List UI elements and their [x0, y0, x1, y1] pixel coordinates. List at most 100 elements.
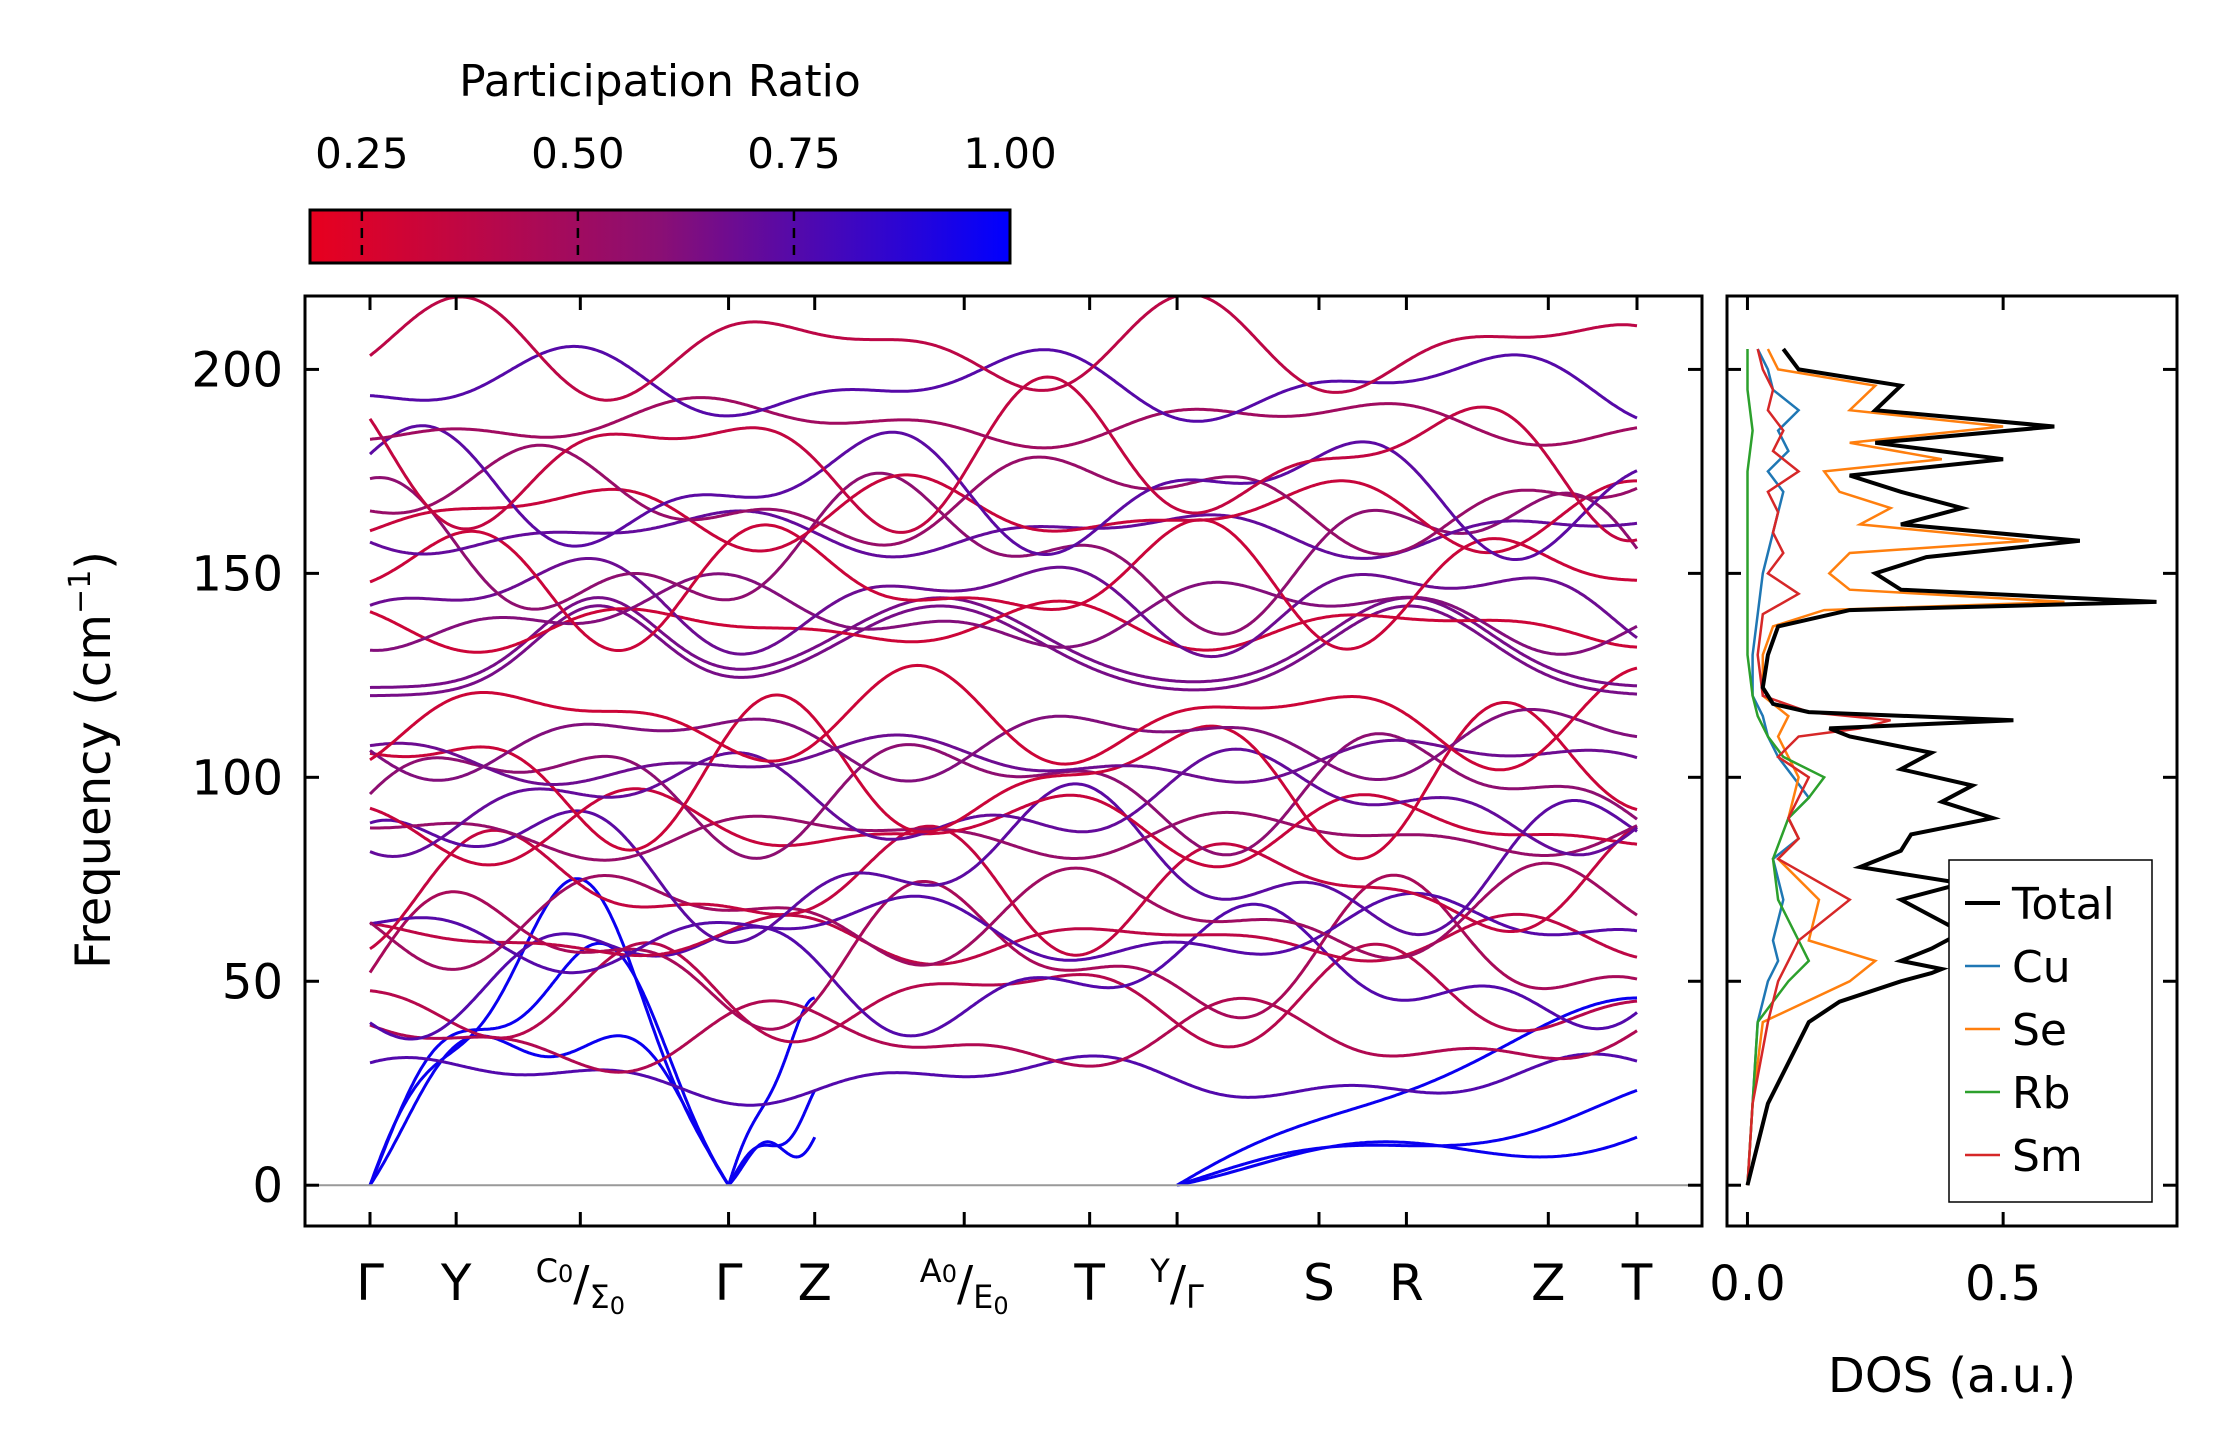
colorbar-tick-label-1: 0.50: [531, 129, 625, 178]
dos-line-sm: [1746, 348, 1891, 1186]
k-label-left-5: A: [920, 1252, 942, 1290]
dos-x-tick-label-0: 0.0: [1709, 1256, 1785, 1312]
dos-panel-frame: [1725, 294, 2179, 1228]
optical-branch-23: [369, 518, 1638, 652]
k-label-2: C0/Σ0: [536, 1252, 625, 1320]
optical-branch-3: [369, 902, 1638, 1041]
acoustic-branch-2-0: [368, 877, 730, 1186]
y-axis-label-main: Frequency (cm: [66, 614, 122, 969]
colorbar-tick-label-3: 1.00: [963, 129, 1057, 178]
dos-line-total: [1745, 347, 2157, 1186]
y-axis-label-superscript: −1: [63, 570, 98, 614]
optical-branch-25: [369, 509, 1638, 560]
k-label-8: S: [1303, 1254, 1335, 1312]
k-label-11: T: [1621, 1254, 1653, 1312]
y-axis-label: Frequency (cm−1): [63, 551, 122, 969]
y-tick-label-4: 200: [191, 342, 283, 398]
y-tick-label-2: 100: [191, 750, 283, 806]
k-label-6: T: [1073, 1254, 1105, 1312]
k-label-7: Y/Γ: [1149, 1252, 1204, 1316]
optical-branch-28: [368, 424, 1638, 561]
optical-branch-22: [369, 557, 1638, 659]
k-label-1: Y: [440, 1254, 472, 1312]
band-lines: [368, 296, 1639, 1187]
colorbar: Participation Ratio 0.25 0.50 0.75 1.00: [308, 56, 1057, 265]
k-label-5: A0/E0: [920, 1252, 1009, 1320]
optical-branch-9: [369, 782, 1638, 944]
optical-branch-1: [369, 996, 1638, 1074]
legend-items: Total Cu Se Rb Sm: [1965, 879, 2115, 1182]
dos-axis-ticks: 0.0 0.5: [1709, 296, 2177, 1312]
y-axis-label-close: ): [66, 551, 122, 570]
optical-branch-8: [369, 824, 1638, 957]
acoustic-branch-2-1: [727, 996, 816, 1186]
y-tick-label-3: 150: [191, 546, 283, 602]
colorbar-tick-label-2: 0.75: [747, 129, 841, 178]
optical-branch-26: [369, 473, 1637, 555]
dos-panel: 0.0 0.5 DOS (a.u.) Total Cu Se Rb Sm: [1709, 294, 2179, 1404]
acoustic-branch-0-2: [1176, 1135, 1638, 1187]
acoustic-branch-1-2: [1176, 1088, 1638, 1187]
optical-branch-15: [369, 733, 1638, 786]
legend-box: [1948, 859, 2153, 1203]
k-label-left-2: C: [536, 1252, 558, 1290]
k-label-right-5: E: [973, 1278, 993, 1316]
dos-line-rb: [1746, 349, 1827, 1186]
colorbar-ticks: 0.25 0.50 0.75 1.00: [315, 129, 1057, 262]
k-label-slash-7: /: [1170, 1256, 1187, 1312]
legend-label-cu: Cu: [2012, 942, 2071, 993]
legend-label-rb: Rb: [2012, 1068, 2071, 1119]
dos-x-axis-label: DOS (a.u.): [1828, 1348, 2076, 1404]
y-tick-label-1: 50: [222, 954, 283, 1010]
colorbar-tick-label-0: 0.25: [315, 129, 409, 178]
legend: Total Cu Se Rb Sm: [1948, 859, 2153, 1203]
dos-line-cu: [1746, 348, 1811, 1186]
k-label-right-sub-5: 0: [993, 1292, 1008, 1320]
optical-branch-14: [369, 693, 1638, 861]
optical-branch-18: [370, 604, 1638, 698]
colorbar-gradient: [308, 208, 1012, 265]
band-panel-frame: [303, 294, 1704, 1228]
k-label-left-sub-2: 0: [558, 1260, 573, 1288]
k-label-left-7: Y: [1149, 1252, 1170, 1290]
optical-branch-16: [369, 708, 1638, 783]
optical-branch-11: [369, 787, 1638, 869]
dos-lines: [1745, 347, 2157, 1186]
optical-branch-19: [369, 596, 1638, 689]
optical-branch-12: [369, 747, 1638, 859]
colorbar-title: Participation Ratio: [459, 56, 861, 107]
legend-label-se: Se: [2012, 1005, 2067, 1056]
optical-branch-27: [369, 443, 1638, 556]
k-label-slash-2: /: [573, 1256, 590, 1312]
k-label-9: R: [1389, 1254, 1424, 1312]
k-label-slash-5: /: [957, 1256, 974, 1312]
dos-line-se: [1746, 348, 2065, 1186]
k-label-left-sub-5: 0: [942, 1260, 957, 1288]
optical-branch-2: [369, 941, 1638, 1049]
optical-branch-21: [369, 572, 1638, 656]
optical-branch-7: [369, 861, 1638, 971]
optical-branch-6: [369, 891, 1638, 975]
optical-branch-29: [368, 375, 1638, 543]
acoustic-branch-1-1: [727, 1089, 817, 1186]
k-label-10: Z: [1531, 1254, 1565, 1312]
acoustic-branch-0-0: [368, 1034, 730, 1187]
y-tick-label-0: 0: [252, 1158, 283, 1214]
k-label-right-7: Γ: [1186, 1278, 1204, 1316]
acoustic-branch-0-1: [727, 1136, 817, 1187]
k-label-right-2: Σ: [589, 1278, 609, 1316]
k-label-right-sub-2: 0: [610, 1292, 625, 1320]
legend-label-sm: Sm: [2012, 1131, 2083, 1182]
acoustic-branch-1-0: [368, 941, 730, 1187]
optical-branch-10: [369, 810, 1638, 862]
k-label-0: Γ: [356, 1254, 384, 1312]
dos-x-tick-label-1: 0.5: [1965, 1256, 2041, 1312]
optical-branch-31: [369, 344, 1638, 423]
k-label-4: Z: [798, 1254, 832, 1312]
optical-branch-20: [369, 599, 1638, 654]
optical-branch-32: [369, 296, 1638, 402]
optical-branch-4: [368, 873, 1638, 1031]
